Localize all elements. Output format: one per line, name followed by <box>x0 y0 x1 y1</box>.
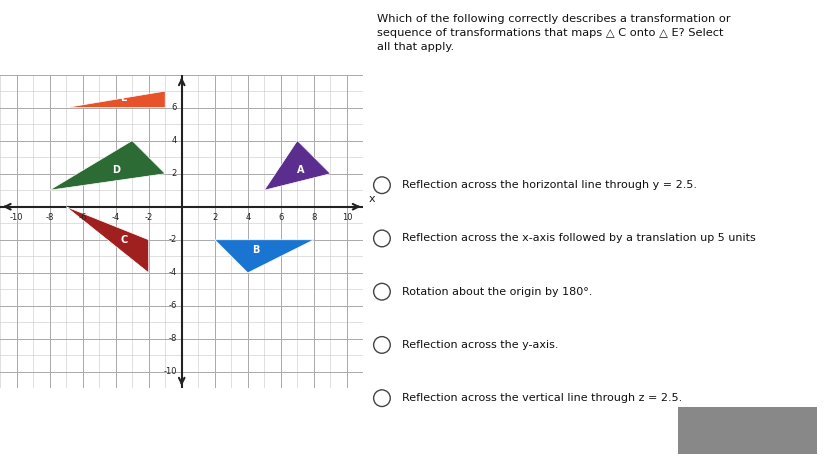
Polygon shape <box>215 240 314 273</box>
Text: -2: -2 <box>169 235 177 244</box>
Text: E: E <box>121 93 127 103</box>
Text: -6: -6 <box>169 301 177 310</box>
Text: 8: 8 <box>311 213 316 221</box>
Text: Reflection across the vertical line through z = 2.5.: Reflection across the vertical line thro… <box>401 393 682 403</box>
Text: A: A <box>297 165 305 175</box>
Polygon shape <box>66 206 149 273</box>
Text: D: D <box>112 165 120 175</box>
Text: C: C <box>121 235 127 245</box>
Text: 2: 2 <box>212 213 217 221</box>
Text: -4: -4 <box>112 213 120 221</box>
Polygon shape <box>50 141 165 190</box>
Text: -10: -10 <box>10 213 23 221</box>
Text: -2: -2 <box>145 213 153 221</box>
Text: Reflection across the horizontal line through y = 2.5.: Reflection across the horizontal line th… <box>401 180 697 190</box>
Text: 4: 4 <box>172 136 177 145</box>
Polygon shape <box>66 91 165 107</box>
Text: ◄ Save ►: ◄ Save ► <box>720 425 775 436</box>
Text: -6: -6 <box>78 213 87 221</box>
Text: 6: 6 <box>171 103 177 112</box>
Text: 4: 4 <box>245 213 250 221</box>
Text: 6: 6 <box>278 213 283 221</box>
Text: 10: 10 <box>342 213 352 221</box>
Text: Which of the following correctly describes a transformation or
sequence of trans: Which of the following correctly describ… <box>377 14 731 52</box>
Text: Reflection across the x-axis followed by a translation up 5 units: Reflection across the x-axis followed by… <box>401 233 756 244</box>
Text: -4: -4 <box>169 268 177 277</box>
Text: -8: -8 <box>45 213 54 221</box>
Text: -10: -10 <box>164 368 177 376</box>
Text: -8: -8 <box>169 334 177 344</box>
Text: Reflection across the y-axis.: Reflection across the y-axis. <box>401 340 558 350</box>
Text: B: B <box>253 244 259 255</box>
Text: Rotation about the origin by 180°.: Rotation about the origin by 180°. <box>401 287 592 297</box>
Polygon shape <box>264 141 330 190</box>
Bar <box>678 407 817 454</box>
Text: x: x <box>368 194 375 204</box>
Text: 2: 2 <box>172 169 177 178</box>
